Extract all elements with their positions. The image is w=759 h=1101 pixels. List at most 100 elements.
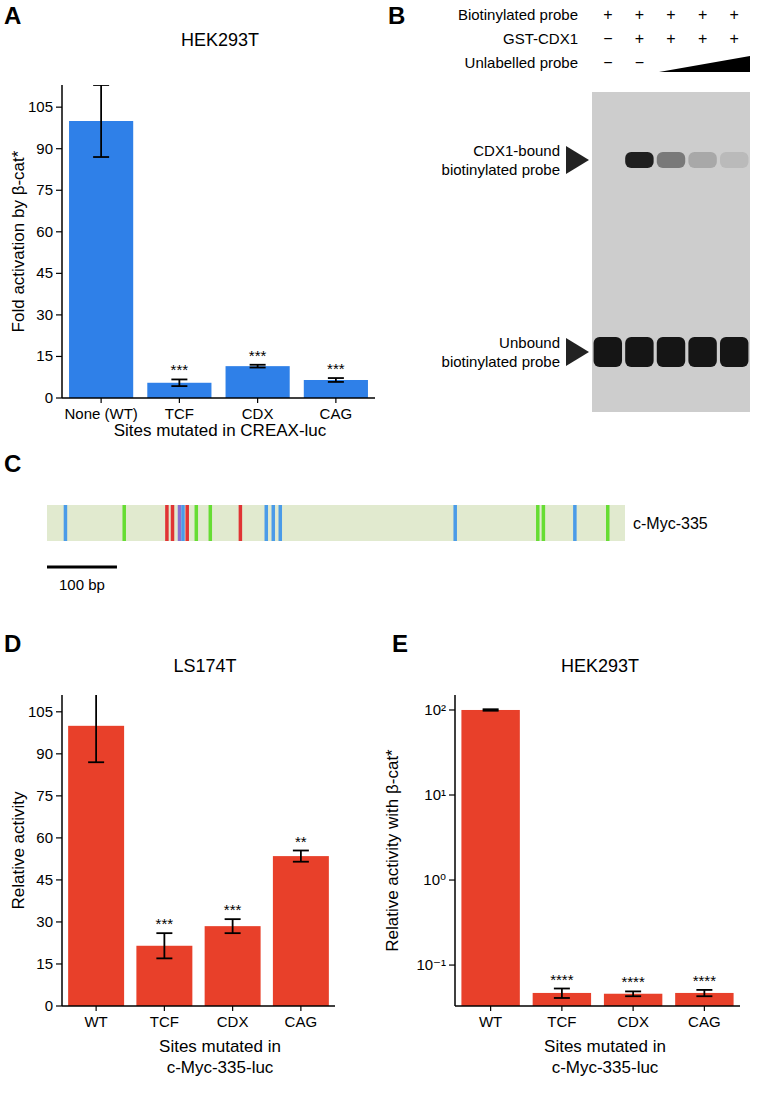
- plot-marks: [461, 709, 733, 1006]
- site: [178, 505, 182, 541]
- lane-sign: +: [635, 30, 644, 47]
- y-tick: [56, 963, 62, 964]
- y-tick: [56, 231, 62, 232]
- figure: AHEK293TNone (WT)TCF***CDX***CAG***01530…: [0, 0, 759, 1101]
- error-bar: [156, 933, 172, 958]
- lane-sign: +: [666, 30, 675, 47]
- x-tick-label: CAG: [320, 405, 353, 422]
- y-tick-label: 15: [36, 347, 53, 364]
- y-tick: [56, 711, 62, 712]
- error-stem: [95, 695, 97, 762]
- error-cap: [156, 957, 172, 959]
- error-cap: [225, 932, 241, 934]
- site: [606, 505, 610, 541]
- error-bar: [93, 85, 109, 157]
- error-cap: [625, 991, 641, 993]
- error-stem: [703, 990, 705, 996]
- y-tick-label: 45: [36, 871, 53, 888]
- error-stem: [232, 919, 234, 933]
- y-tick-label: 75: [36, 181, 53, 198]
- y-axis-label: Fold activation by β-cat*: [9, 150, 28, 332]
- y-axis: [61, 85, 63, 398]
- text-line: biotinylated probe: [442, 353, 560, 370]
- y-tick: [56, 356, 62, 357]
- error-cap: [93, 156, 109, 158]
- lane-sign: −: [603, 30, 612, 47]
- band: [688, 337, 716, 367]
- gel-image: [592, 92, 750, 412]
- x-tick-label: CAG: [285, 1013, 318, 1030]
- site: [573, 505, 577, 541]
- chart-A: AHEK293TNone (WT)TCF***CDX***CAG***01530…: [4, 2, 375, 440]
- text-line: biotinylated probe: [442, 161, 560, 178]
- y-tick: [56, 1005, 62, 1006]
- lane-sign: +: [603, 6, 612, 23]
- band-label: Unboundbiotinylated probe: [442, 334, 560, 370]
- chart-title: HEK293T: [561, 656, 639, 676]
- y-tick: [56, 397, 62, 398]
- error-cap: [250, 364, 266, 366]
- site: [165, 505, 169, 541]
- significance: ****: [693, 972, 717, 989]
- y-tick-label: 0: [45, 389, 53, 406]
- x-tick-label: CAG: [688, 1013, 721, 1030]
- y-tick: [449, 964, 455, 965]
- error-cap: [483, 710, 499, 712]
- x-axis: [62, 397, 375, 399]
- site: [453, 505, 457, 541]
- error-cap: [88, 761, 104, 763]
- panel-label: A: [4, 2, 21, 29]
- error-bar: [625, 991, 641, 996]
- y-tick: [449, 709, 455, 710]
- band: [625, 337, 653, 367]
- y-tick: [449, 879, 455, 880]
- y-tick: [56, 837, 62, 838]
- y-tick-label: 90: [36, 140, 53, 157]
- y-tick: [56, 921, 62, 922]
- bar: [304, 380, 368, 398]
- y-tick: [56, 314, 62, 315]
- scale-bar: [47, 566, 117, 569]
- significance: ****: [621, 973, 645, 990]
- y-axis-label: Relative activity with β-cat*: [383, 749, 402, 952]
- y-tick: [56, 107, 62, 108]
- error-bar: [250, 365, 266, 368]
- error-cap: [93, 85, 109, 86]
- lane-sign: +: [698, 30, 707, 47]
- y-tick-label: 30: [36, 306, 53, 323]
- site: [181, 505, 185, 541]
- band: [625, 152, 653, 168]
- y-tick-label: 45: [36, 264, 53, 281]
- x-tick-label: CDX: [617, 1013, 649, 1030]
- enhancer-bar: [47, 505, 625, 541]
- x-tick-label: None (WT): [64, 405, 137, 422]
- site: [536, 505, 540, 541]
- chart-title: HEK293T: [181, 30, 259, 50]
- error-bar: [696, 990, 712, 996]
- y-tick-label: 90: [36, 745, 53, 762]
- x-tick-label: TCF: [547, 1013, 576, 1030]
- error-cap: [293, 861, 309, 863]
- y-tick-label: 10⁻¹: [416, 956, 446, 973]
- row-label: GST-CDX1: [503, 30, 578, 47]
- x-tick-label: CDX: [217, 1013, 249, 1030]
- band: [657, 152, 685, 168]
- lane-sign: +: [666, 6, 675, 23]
- x-axis-label: Sites mutated inc-Myc-335-luc: [544, 1037, 666, 1077]
- bar: [461, 710, 519, 1006]
- lane-sign: +: [730, 30, 739, 47]
- band-arrow: [566, 338, 589, 366]
- site: [239, 505, 243, 541]
- error-cap: [171, 379, 187, 381]
- plot-marks: [68, 695, 329, 1006]
- error-cap: [171, 385, 187, 387]
- y-tick: [56, 753, 62, 754]
- text-line: CDX1-bound: [473, 142, 560, 159]
- text-line: c-Myc-335-luc: [167, 1058, 274, 1077]
- panel-label: C: [4, 450, 21, 477]
- band: [720, 337, 748, 367]
- site: [209, 505, 213, 541]
- text-line: c-Myc-335-luc: [552, 1058, 659, 1077]
- site: [122, 505, 126, 541]
- error-bar: [483, 709, 499, 710]
